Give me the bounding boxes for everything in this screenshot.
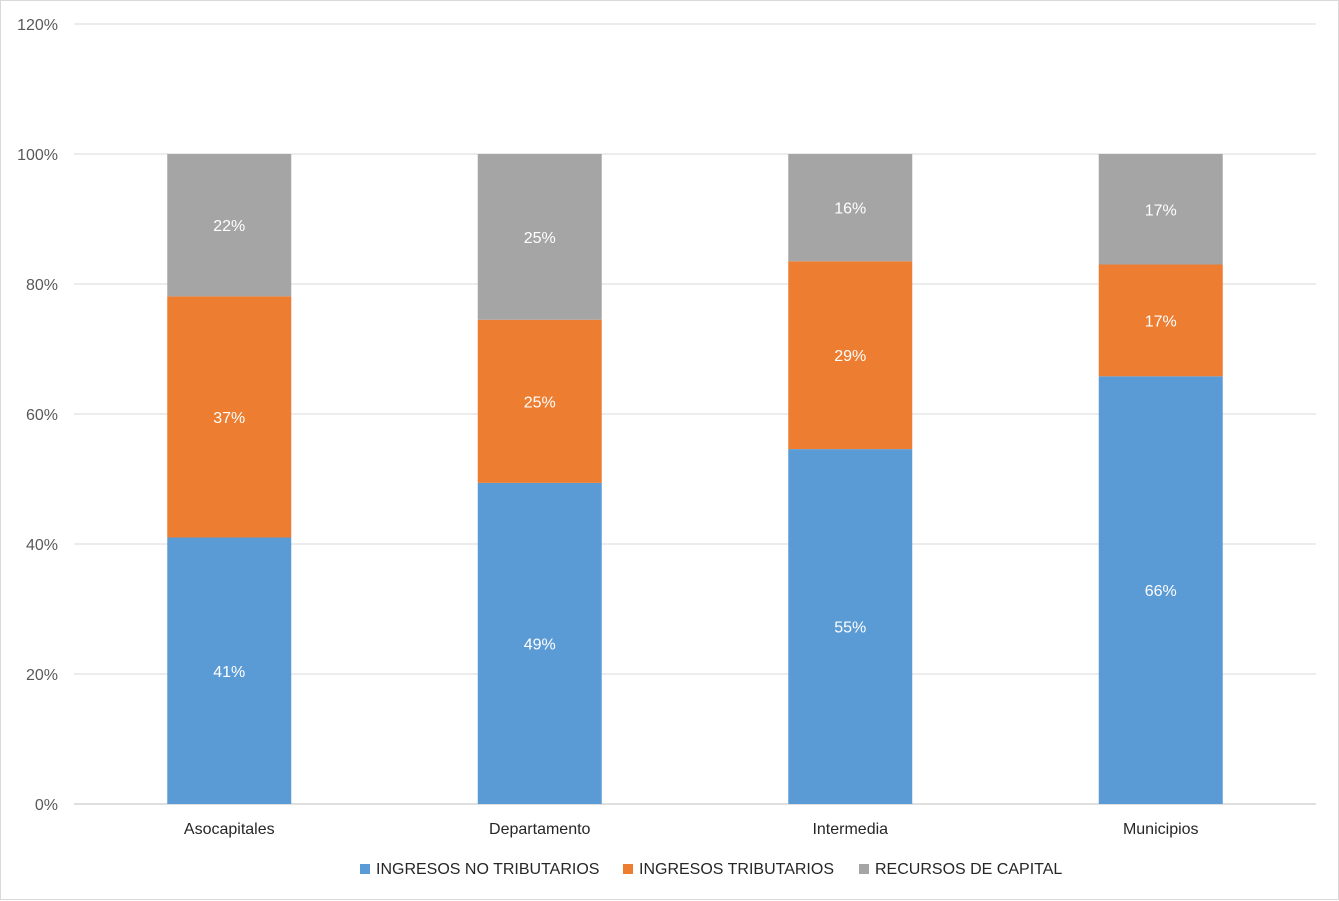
legend-swatch [623, 864, 633, 874]
y-tick-label: 120% [17, 17, 58, 34]
data-label: 25% [524, 394, 556, 411]
y-tick-label: 100% [17, 147, 58, 164]
bar-segment [1098, 264, 1223, 377]
y-tick-label: 80% [26, 277, 58, 294]
bar-segment [477, 482, 602, 804]
bar-segment [788, 449, 913, 804]
legend-swatch [859, 864, 869, 874]
bar-segment [167, 296, 292, 538]
data-label: 25% [524, 230, 556, 247]
bar-segment [788, 261, 913, 450]
data-label: 49% [524, 636, 556, 653]
data-label: 17% [1145, 313, 1177, 330]
x-category-label: Departamento [489, 821, 590, 838]
data-label: 55% [834, 620, 866, 637]
x-category-label: Asocapitales [184, 821, 275, 838]
bar-segment [167, 154, 292, 297]
bar-segment [1098, 154, 1223, 265]
legend-label: RECURSOS DE CAPITAL [875, 861, 1062, 878]
bar-segment [477, 319, 602, 483]
data-label: 66% [1145, 583, 1177, 600]
bar-segment [477, 154, 602, 320]
y-tick-label: 40% [26, 537, 58, 554]
data-label: 17% [1145, 202, 1177, 219]
data-label: 37% [213, 410, 245, 427]
y-tick-label: 0% [35, 797, 58, 814]
data-label: 22% [213, 218, 245, 235]
x-category-label: Intermedia [812, 821, 888, 838]
legend-swatch [360, 864, 370, 874]
bar-segment [167, 537, 292, 804]
data-label: 41% [213, 664, 245, 681]
y-tick-label: 20% [26, 667, 58, 684]
bar-segment [788, 154, 913, 262]
y-tick-label: 60% [26, 407, 58, 424]
data-label: 29% [834, 348, 866, 365]
data-label: 16% [834, 201, 866, 218]
x-category-label: Municipios [1123, 821, 1199, 838]
bar-segment [1098, 376, 1223, 804]
legend-label: INGRESOS NO TRIBUTARIOS [376, 861, 599, 878]
legend-label: INGRESOS TRIBUTARIOS [639, 861, 834, 878]
